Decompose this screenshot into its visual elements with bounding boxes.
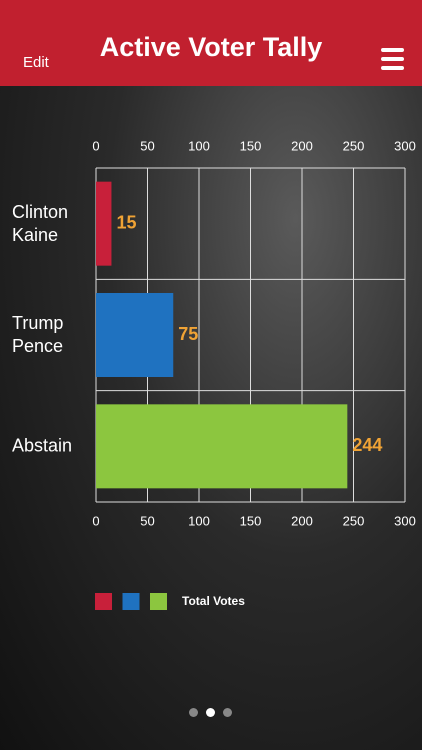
menu-icon[interactable]	[381, 57, 404, 61]
bar	[96, 293, 174, 377]
page-dot[interactable]	[206, 708, 215, 717]
header-bar: Edit Active Voter Tally	[0, 0, 422, 86]
category-label: Trump Pence	[12, 313, 64, 356]
page-dot[interactable]	[189, 708, 198, 717]
x-tick-label: 0	[92, 513, 99, 528]
x-tick-label: 100	[188, 513, 210, 528]
x-tick-label: 200	[291, 513, 313, 528]
value-label: 244	[352, 435, 382, 455]
bar	[96, 181, 112, 266]
menu-icon[interactable]	[381, 66, 404, 70]
menu-icon[interactable]	[381, 48, 404, 52]
bar	[96, 404, 348, 489]
category-label: Abstain	[12, 435, 73, 456]
category-label: Clinton Kaine	[12, 201, 69, 245]
legend-swatch	[122, 593, 140, 610]
x-tick-label: 0	[92, 138, 99, 153]
screen-title: Active Voter Tally	[99, 32, 323, 62]
legend-swatch	[95, 593, 112, 610]
x-tick-label: 50	[140, 138, 154, 153]
x-tick-label: 250	[343, 513, 365, 528]
x-tick-label: 100	[188, 138, 210, 153]
legend-swatch	[150, 593, 167, 610]
x-tick-label: 200	[291, 138, 313, 153]
x-tick-label: 300	[394, 138, 416, 153]
x-tick-label: 50	[140, 513, 154, 528]
x-tick-label: 150	[240, 138, 262, 153]
legend-label: Total Votes	[182, 594, 245, 608]
x-tick-label: 150	[240, 513, 262, 528]
x-tick-label: 300	[394, 513, 416, 528]
page-dot[interactable]	[223, 708, 232, 717]
edit-button[interactable]: Edit	[23, 54, 49, 71]
x-tick-label: 250	[343, 138, 365, 153]
value-label: 15	[116, 212, 136, 232]
value-label: 75	[178, 324, 198, 344]
